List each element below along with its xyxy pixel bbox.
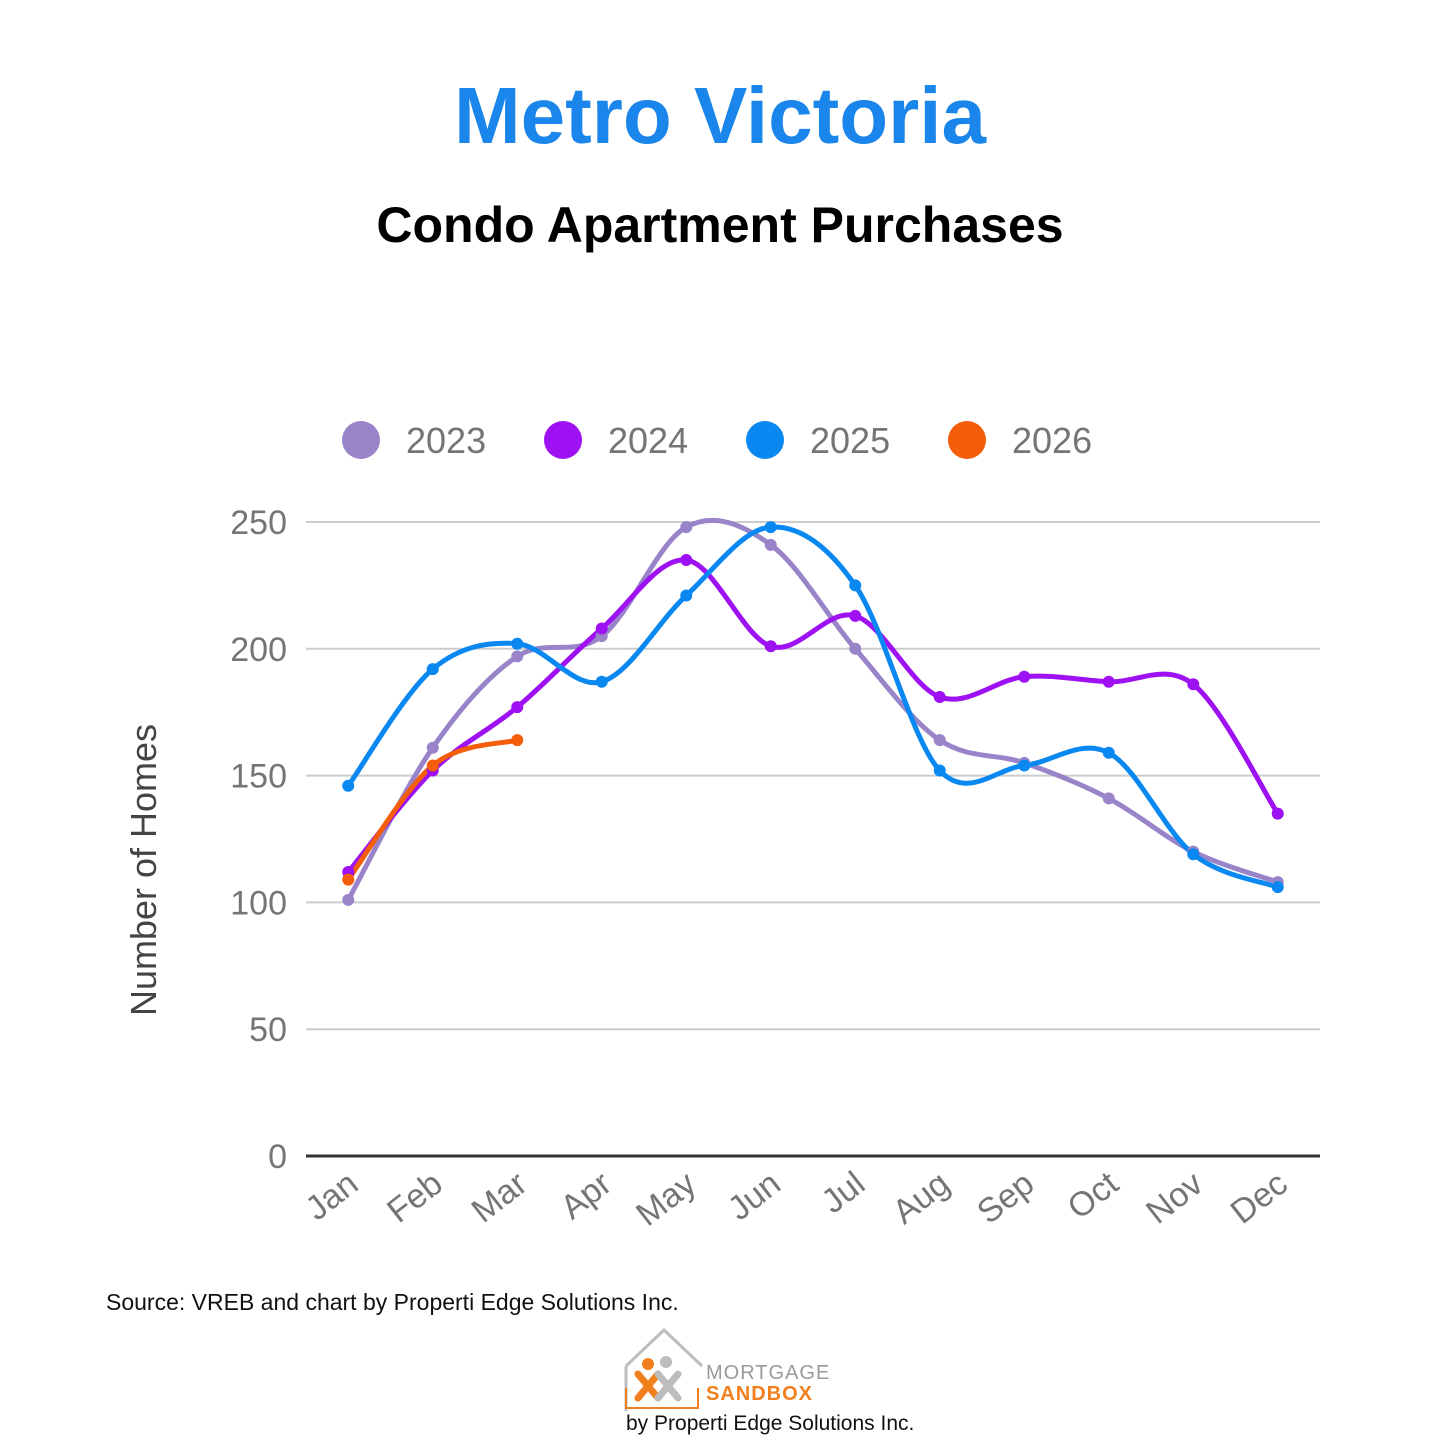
data-point-2025 [933,764,946,777]
data-point-2023 [426,741,439,754]
data-point-2025 [1271,881,1284,894]
logo-word-sandbox: SANDBOX [706,1383,814,1405]
data-point-2023 [1102,792,1115,805]
data-point-2025 [595,675,608,688]
y-tick-label: 250 [230,504,287,542]
series-line-2025 [345,524,1281,890]
x-tick-label: May [629,1164,703,1233]
data-point-2023 [511,650,524,663]
data-point-2025 [426,663,439,676]
legend-swatch [544,421,582,459]
source-note: Source: VREB and chart by Properti Edge … [106,1289,679,1315]
series-line-2024 [345,557,1281,875]
series-lines [345,517,1281,903]
x-tick-label: Dec [1224,1164,1295,1231]
data-point-2023 [933,734,946,747]
series-line-2023 [345,517,1281,903]
y-tick-label: 0 [268,1138,287,1176]
data-point-2025 [1102,746,1115,759]
data-point-2024 [849,609,862,622]
data-point-2025 [511,637,524,650]
data-point-2024 [511,701,524,714]
x-axis-ticks: Jan Feb Mar Apr May Jun Jul Aug Sep Oct Nov Dec [299,1164,1295,1234]
data-point-2024 [680,554,693,567]
data-point-2026 [426,759,439,772]
legend-swatch [948,421,986,459]
x-tick-label: Nov [1139,1164,1210,1231]
y-tick-label: 150 [230,758,287,796]
data-point-2024 [595,622,608,635]
data-point-2023 [680,521,693,534]
data-point-2024 [933,690,946,703]
data-point-2023 [764,538,777,551]
legend: 2023 2024 2025 2026 [342,420,1092,461]
legend-label: 2023 [406,420,486,461]
y-tick-label: 100 [230,884,287,922]
data-point-2023 [342,893,355,906]
data-point-2024 [1102,675,1115,688]
house-icon [624,1327,704,1411]
legend-label: 2025 [810,420,890,461]
chart-title: Metro Victoria [454,71,986,160]
data-point-2024 [764,640,777,653]
data-point-2024 [1187,678,1200,691]
x-tick-label: Jun [721,1164,788,1228]
mortgage-sandbox-logo: MORTGAGE SANDBOX by Properti Edge Soluti… [618,1326,914,1436]
data-point-2025 [1187,848,1200,861]
data-point-2025 [849,579,862,592]
y-tick-label: 200 [230,631,287,669]
legend-swatch [342,421,380,459]
x-tick-label: Feb [380,1164,450,1230]
legend-label: 2026 [1012,420,1092,461]
x-tick-label: Mar [465,1164,535,1230]
data-point-2025 [342,779,355,792]
data-point-2024 [1271,807,1284,820]
x-tick-label: Jul [815,1164,873,1221]
chart-subtitle: Condo Apartment Purchases [376,197,1064,253]
y-tick-label: 50 [249,1011,287,1049]
series-points [342,521,1284,906]
y-axis-ticks: 0 50 100 150 200 250 [230,504,287,1176]
data-point-2025 [1018,759,1031,772]
x-tick-label: Jan [299,1164,366,1228]
data-point-2026 [342,873,355,886]
data-point-2025 [764,521,777,534]
data-point-2024 [1018,670,1031,683]
legend-label: 2024 [608,420,688,461]
x-tick-label: Aug [886,1164,957,1231]
data-point-2023 [849,642,862,655]
x-tick-label: Oct [1061,1164,1127,1227]
data-point-2025 [680,589,693,602]
x-tick-label: Apr [554,1164,619,1227]
logo-byline: by Properti Edge Solutions Inc. [626,1412,915,1435]
data-point-2026 [511,734,524,747]
legend-swatch [746,421,784,459]
y-axis-label: Number of Homes [123,724,164,1016]
x-tick-label: Sep [970,1164,1041,1231]
logo-word-mortgage: MORTGAGE [706,1362,831,1384]
